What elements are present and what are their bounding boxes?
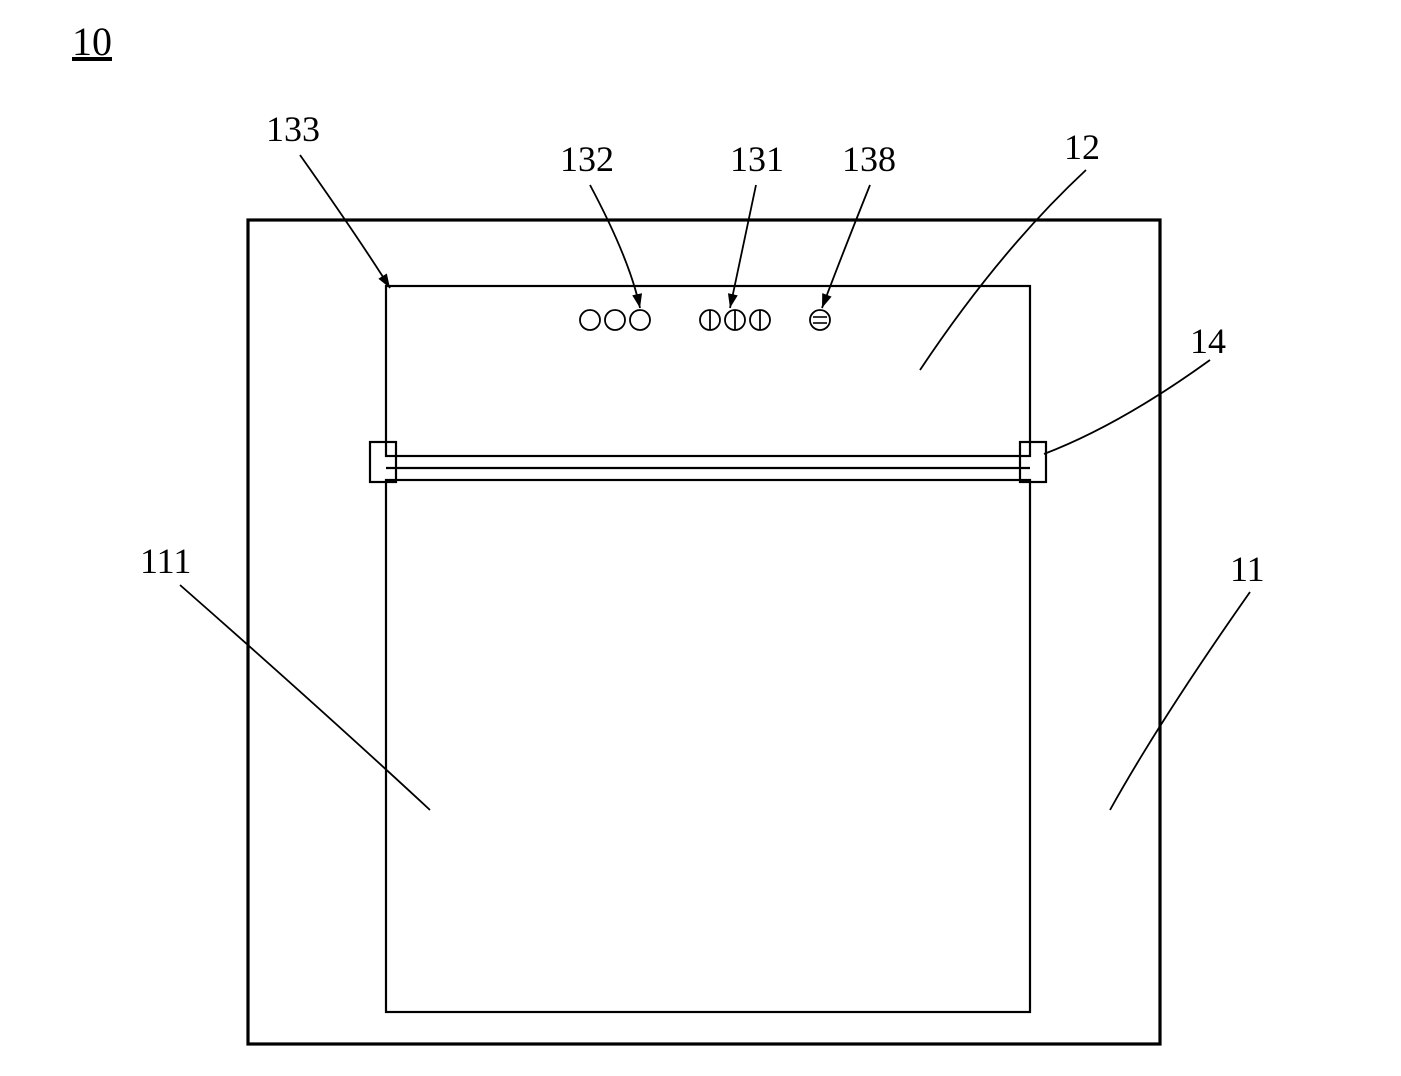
ref-label-11: 11 — [1230, 548, 1265, 590]
ref-label-131: 131 — [730, 138, 784, 180]
ref-label-111: 111 — [140, 540, 191, 582]
ref-label-133: 133 — [266, 108, 320, 150]
patent-figure — [0, 0, 1401, 1076]
ref-label-138: 138 — [842, 138, 896, 180]
ref-label-132: 132 — [560, 138, 614, 180]
ref-label-14: 14 — [1190, 320, 1226, 362]
figure-id-label: 10 — [72, 18, 112, 65]
ref-label-12: 12 — [1064, 126, 1100, 168]
